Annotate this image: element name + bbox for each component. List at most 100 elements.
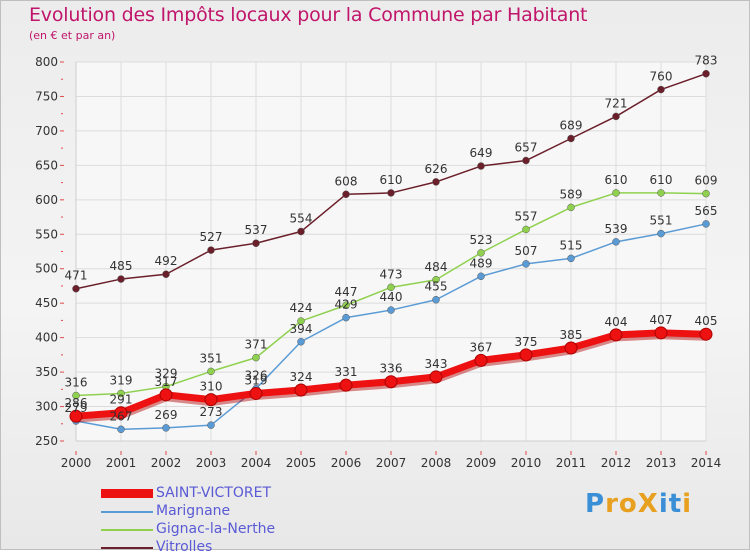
data-label-vitrolles: 783 bbox=[695, 54, 718, 68]
legend-swatch bbox=[101, 489, 153, 498]
legend-swatch bbox=[101, 529, 153, 531]
data-point-gignac-la-nerthe bbox=[342, 301, 350, 309]
y-tick-label: 450 bbox=[35, 296, 58, 310]
data-label-gignac-la-nerthe: 371 bbox=[245, 338, 268, 352]
data-label-gignac-la-nerthe: 424 bbox=[290, 301, 313, 315]
data-label-saint-victoret: 317 bbox=[155, 375, 178, 389]
x-tick-label: 2013 bbox=[646, 456, 677, 470]
x-tick-label: 2001 bbox=[106, 456, 137, 470]
data-point-marignane bbox=[567, 254, 575, 263]
data-label-gignac-la-nerthe: 329 bbox=[155, 367, 178, 381]
data-point-gignac-la-nerthe bbox=[207, 367, 215, 376]
data-label-vitrolles: 492 bbox=[155, 254, 178, 268]
data-point-vitrolles bbox=[657, 85, 665, 94]
legend-label: Gignac-la-Nerthe bbox=[156, 521, 276, 537]
data-point-saint-victoret bbox=[654, 326, 668, 340]
data-point-saint-victoret bbox=[249, 386, 263, 400]
data-point-saint-victoret bbox=[159, 388, 173, 402]
data-point-gignac-la-nerthe bbox=[387, 283, 395, 292]
x-tick-label: 2007 bbox=[376, 456, 407, 470]
data-point-gignac-la-nerthe bbox=[522, 225, 530, 234]
data-point-saint-victoret bbox=[474, 353, 488, 367]
data-label-vitrolles: 649 bbox=[470, 146, 493, 160]
data-label-vitrolles: 608 bbox=[335, 174, 358, 188]
data-point-marignane bbox=[297, 338, 305, 346]
data-point-marignane bbox=[387, 306, 395, 314]
data-label-saint-victoret: 310 bbox=[200, 380, 223, 394]
data-point-saint-victoret bbox=[564, 341, 578, 355]
data-label-marignane: 515 bbox=[560, 238, 583, 252]
data-point-vitrolles bbox=[72, 284, 80, 293]
data-point-saint-victoret bbox=[384, 375, 398, 389]
data-point-gignac-la-nerthe bbox=[252, 353, 260, 362]
data-point-marignane bbox=[432, 295, 440, 304]
data-label-marignane: 267 bbox=[110, 409, 133, 423]
x-tick-label: 2012 bbox=[601, 456, 632, 470]
y-tick-label: 800 bbox=[35, 55, 58, 69]
x-tick-label: 2004 bbox=[241, 456, 272, 470]
y-tick-label: 700 bbox=[35, 124, 58, 138]
data-label-marignane: 394 bbox=[290, 322, 313, 336]
data-label-vitrolles: 721 bbox=[605, 96, 628, 110]
legend-swatch bbox=[101, 511, 153, 513]
data-label-vitrolles: 689 bbox=[560, 118, 583, 132]
data-label-gignac-la-nerthe: 447 bbox=[335, 285, 358, 299]
x-tick-label: 2006 bbox=[331, 456, 362, 470]
data-label-marignane: 539 bbox=[605, 222, 628, 236]
data-label-gignac-la-nerthe: 557 bbox=[515, 209, 538, 223]
data-point-vitrolles bbox=[522, 156, 530, 165]
data-point-vitrolles bbox=[252, 239, 260, 247]
y-tick-label: 500 bbox=[35, 262, 58, 276]
data-label-marignane: 429 bbox=[335, 298, 358, 312]
y-tick-label: 650 bbox=[35, 158, 58, 172]
data-label-gignac-la-nerthe: 610 bbox=[650, 173, 673, 187]
data-label-vitrolles: 610 bbox=[380, 173, 403, 187]
x-tick-label: 2011 bbox=[556, 456, 587, 470]
data-label-marignane: 455 bbox=[425, 280, 448, 294]
data-point-saint-victoret bbox=[699, 327, 713, 341]
data-point-gignac-la-nerthe bbox=[567, 203, 575, 212]
x-tick-label: 2009 bbox=[466, 456, 497, 470]
data-label-marignane: 551 bbox=[650, 214, 673, 228]
data-label-marignane: 279 bbox=[65, 401, 88, 415]
proxiti-logo: ProXiti bbox=[585, 489, 692, 519]
logo-letter: t bbox=[668, 489, 683, 519]
legend-label: Marignane bbox=[156, 503, 231, 519]
data-label-gignac-la-nerthe: 351 bbox=[200, 351, 223, 365]
data-point-gignac-la-nerthe bbox=[72, 391, 80, 400]
data-label-gignac-la-nerthe: 484 bbox=[425, 260, 448, 274]
y-tick-label: 300 bbox=[35, 400, 58, 414]
data-point-gignac-la-nerthe bbox=[477, 249, 485, 257]
data-point-saint-victoret bbox=[609, 328, 623, 342]
data-label-saint-victoret: 286 bbox=[65, 396, 88, 410]
y-tick-label: 750 bbox=[35, 89, 58, 103]
data-point-marignane bbox=[702, 220, 710, 228]
data-label-vitrolles: 527 bbox=[200, 230, 223, 244]
data-label-vitrolles: 657 bbox=[515, 141, 538, 155]
data-point-marignane bbox=[657, 229, 665, 238]
data-label-saint-victoret: 319 bbox=[245, 373, 268, 387]
data-point-saint-victoret bbox=[339, 378, 353, 392]
data-label-saint-victoret: 291 bbox=[110, 393, 133, 407]
data-point-vitrolles bbox=[477, 162, 485, 170]
data-point-vitrolles bbox=[162, 270, 170, 278]
legend-swatch bbox=[101, 547, 153, 549]
data-point-saint-victoret bbox=[114, 406, 128, 420]
data-label-gignac-la-nerthe: 609 bbox=[695, 174, 718, 188]
y-tick-label: 400 bbox=[35, 331, 58, 345]
data-label-marignane: 489 bbox=[470, 256, 493, 270]
data-label-gignac-la-nerthe: 319 bbox=[110, 373, 133, 387]
data-point-marignane bbox=[522, 260, 530, 268]
data-point-vitrolles bbox=[432, 178, 440, 186]
y-tick-label: 250 bbox=[35, 434, 58, 448]
x-tick-label: 2014 bbox=[691, 456, 722, 470]
data-point-vitrolles bbox=[567, 134, 575, 143]
data-point-vitrolles bbox=[117, 275, 125, 283]
data-label-saint-victoret: 385 bbox=[560, 328, 583, 342]
data-point-gignac-la-nerthe bbox=[432, 276, 440, 284]
data-point-vitrolles bbox=[297, 227, 305, 236]
data-point-marignane bbox=[477, 272, 485, 281]
data-point-vitrolles bbox=[207, 246, 215, 254]
